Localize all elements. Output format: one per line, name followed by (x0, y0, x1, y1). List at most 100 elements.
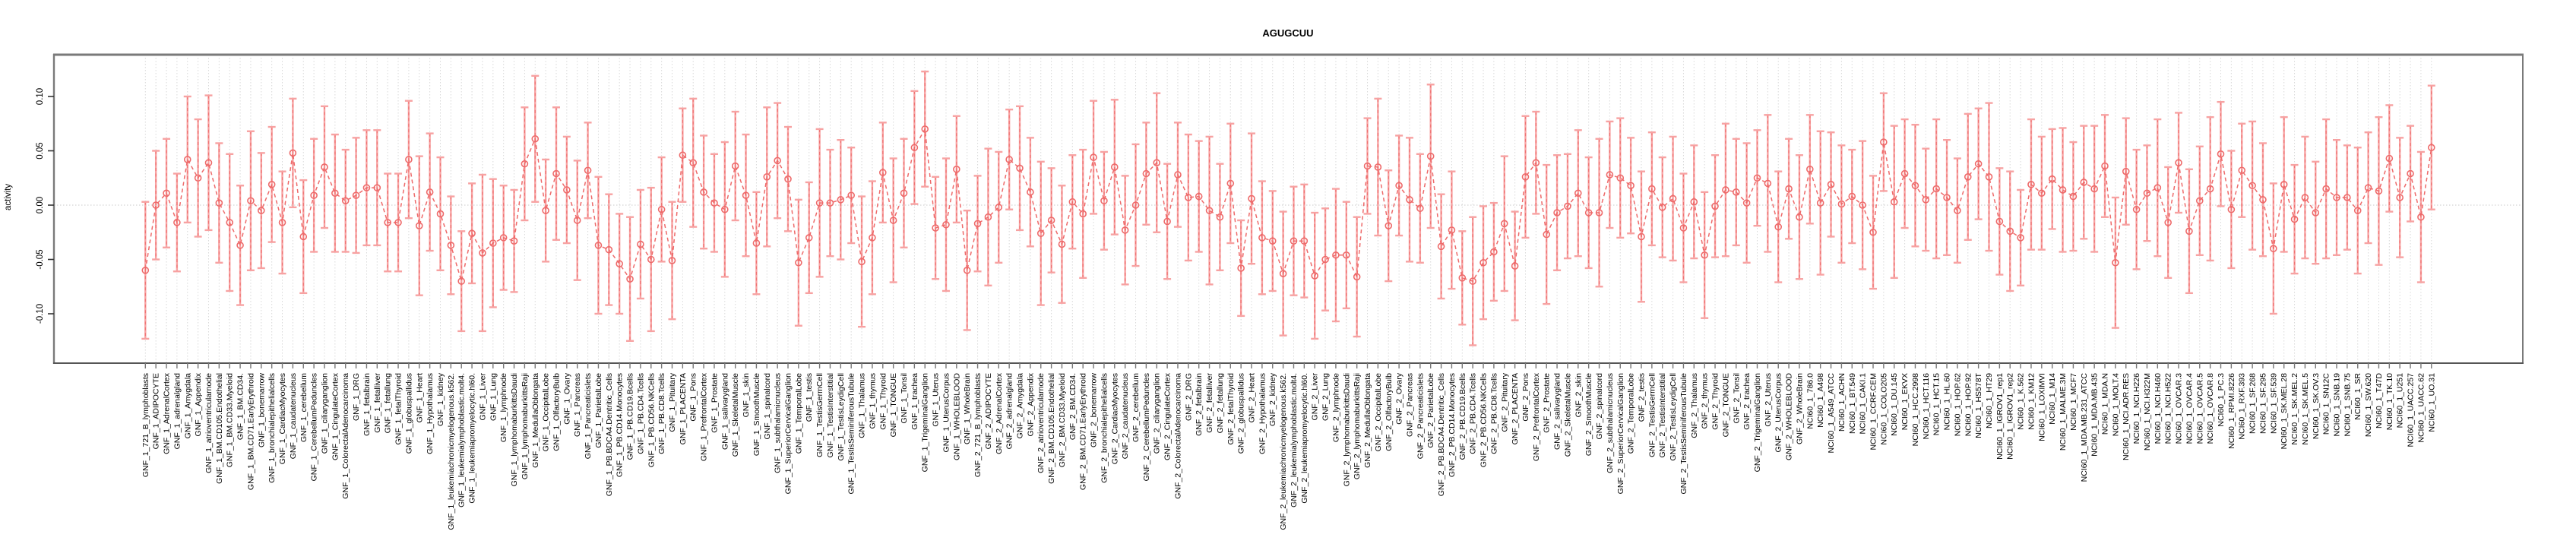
data-point (1385, 222, 1393, 229)
x-tick-label: GNF_1_lymphomaburkittsDaudi (510, 373, 519, 486)
data-point (657, 205, 666, 213)
data-point (1774, 223, 1783, 231)
x-tick-label: GNF_2_bronchialepithelialcells (1100, 373, 1109, 483)
x-tick-label: GNF_1_Thyroid (878, 373, 888, 430)
x-tick-label: GNF_1_skin (742, 373, 751, 418)
data-point (1564, 202, 1571, 210)
data-point (2185, 227, 2193, 236)
data-point (953, 166, 960, 173)
x-tick-label: GNF_2_PrefrontalCortex (1532, 372, 1541, 461)
data-point (1079, 210, 1087, 218)
x-tick-label: GNF_2_Pons (1521, 373, 1530, 422)
data-point (1363, 162, 1372, 170)
data-point (2217, 150, 2225, 158)
x-tick-label: GNF_2_adrenalgland (1005, 373, 1014, 450)
x-tick-label: GNF_2_spinalcord (1595, 373, 1604, 440)
x-tick-label: NCI60_1_K.562 (2017, 373, 2026, 430)
x-tick-label: NCI60_1_A498 (1816, 373, 1825, 428)
x-tick-label: NCI60_1_SW.620 (2364, 373, 2373, 437)
data-point (1279, 270, 1287, 277)
x-tick-label: NCI60_1_SK.MEL.2 (2290, 373, 2299, 445)
x-tick-label: GNF_1_Pancreaticislets (584, 373, 593, 459)
x-tick-label: GNF_2_cerebellum (1131, 373, 1141, 442)
data-point (1090, 153, 1097, 161)
x-tick-label: GNF_2_leukemiapromyelocytic.hl60. (1300, 373, 1309, 504)
data-point (258, 207, 265, 214)
data-point (1131, 201, 1140, 209)
x-tick-label: GNF_1_atrioventricularnode (204, 373, 214, 473)
x-tick-label: GNF_2_Pancreas (1405, 373, 1414, 437)
data-point (152, 201, 160, 209)
x-tick-label: GNF_1_TestisGermCell (815, 373, 824, 457)
x-tick-label: GNF_2_Liver (1311, 373, 1320, 421)
data-point (1648, 185, 1656, 193)
x-tick-label: NCI60_1_LOXIMVI (2037, 373, 2046, 441)
data-point (226, 219, 234, 226)
data-point (2280, 181, 2288, 188)
x-tick-label: NCI60_1_RXF.393 (2238, 373, 2247, 440)
x-tick-label: NCI60_1_NCI.H322M (2143, 373, 2152, 451)
x-tick-label: GNF_1_globuspallidus (404, 373, 413, 454)
x-tick-label: NCI60_1_MCF7 (2069, 373, 2078, 431)
data-point (489, 239, 497, 247)
x-tick-label: GNF_1_CardiacMyocytes (278, 373, 287, 464)
x-tick-label: GNF_2_lymphnode (1331, 373, 1340, 442)
x-tick-label: GNF_2_Appendix (1026, 372, 1035, 436)
data-point (878, 169, 887, 176)
x-tick-label: GNF_1_testis (805, 373, 814, 422)
x-tick-label: GNF_1_DRG (352, 373, 361, 421)
x-tick-label: GNF_2_kidney (1268, 372, 1277, 426)
data-point (1353, 273, 1361, 281)
data-point (1153, 159, 1161, 167)
data-point (1943, 194, 1951, 201)
x-tick-label: GNF_2_thymus (1701, 373, 1710, 429)
data-point (605, 245, 613, 254)
x-tick-label: NCI60_1_RPMI.8226 (2227, 373, 2236, 449)
x-tick-label: GNF_1_OlfactoryBulb (552, 373, 561, 451)
data-point (163, 189, 170, 198)
x-tick-label: GNF_2_ColorectalAdenocarcinoma (1173, 373, 1182, 499)
x-tick-label: GNF_2_atrioventricularnode (1036, 373, 1046, 473)
data-point (689, 159, 698, 167)
x-tick-label: NCI60_1_MOLT.4 (2111, 373, 2120, 436)
x-tick-label: NCI60_1_HCT.15 (1932, 373, 1941, 435)
x-tick-label: GNF_1_Tonsil (900, 373, 909, 424)
x-tick-label: GNF_1_UterusCorpus (941, 373, 951, 452)
data-point (1900, 169, 1909, 178)
x-tick-label: GNF_1_kidney (436, 372, 445, 426)
x-tick-label: GNF_2_PB.CD4.Tcells (1469, 373, 1478, 454)
x-tick-label: GNF_1_BM.CD105.Endothelial (215, 373, 224, 484)
x-tick-label: GNF_2_BM.CD71.EarlyErythroid (1079, 373, 1088, 490)
x-tick-label: NCI60_1_UACC.257 (2407, 373, 2416, 447)
x-tick-label: GNF_2_BM.CD33.Myeloid (1058, 373, 1067, 467)
data-point (1036, 229, 1045, 237)
x-tick-label: NCI60_1_MDA.MB.435 (2090, 373, 2100, 457)
data-point (2312, 209, 2320, 217)
x-tick-label: GNF_2_ParietalLobe (1426, 373, 1435, 448)
x-tick-label: GNF_2_Thalamus (1690, 373, 1699, 438)
x-tick-label: GNF_1_721_B_lymphoblasts (141, 373, 150, 477)
data-point (384, 219, 391, 226)
data-point (1332, 251, 1340, 259)
x-tick-label: GNF_1_thymus (868, 373, 877, 429)
x-tick-label: GNF_2_fetallung (1216, 373, 1225, 434)
data-point (1816, 199, 1824, 207)
data-point (2322, 185, 2330, 193)
data-point (900, 189, 908, 198)
data-point (2427, 144, 2435, 152)
data-point (1764, 179, 1772, 188)
data-point (1121, 226, 1129, 234)
data-point (1954, 207, 1961, 214)
x-tick-label: GNF_2_WholeBrain (1795, 373, 1804, 444)
x-tick-label: GNF_2_Tonsil (1732, 373, 1741, 424)
data-point (1426, 152, 1435, 160)
data-point (426, 188, 434, 196)
x-tick-label: GNF_1_salivarygland (720, 373, 729, 450)
data-point (204, 159, 213, 167)
data-point (1027, 188, 1034, 196)
x-tick-label: NCI60_1_PC.3 (2217, 373, 2226, 427)
x-tick-label: GNF_2_Lung (1321, 373, 1331, 421)
x-tick-label: GNF_2_Prostate (1543, 373, 1552, 433)
x-tick-label: GNF_1_PB.CD14.Monocytes (616, 373, 625, 477)
